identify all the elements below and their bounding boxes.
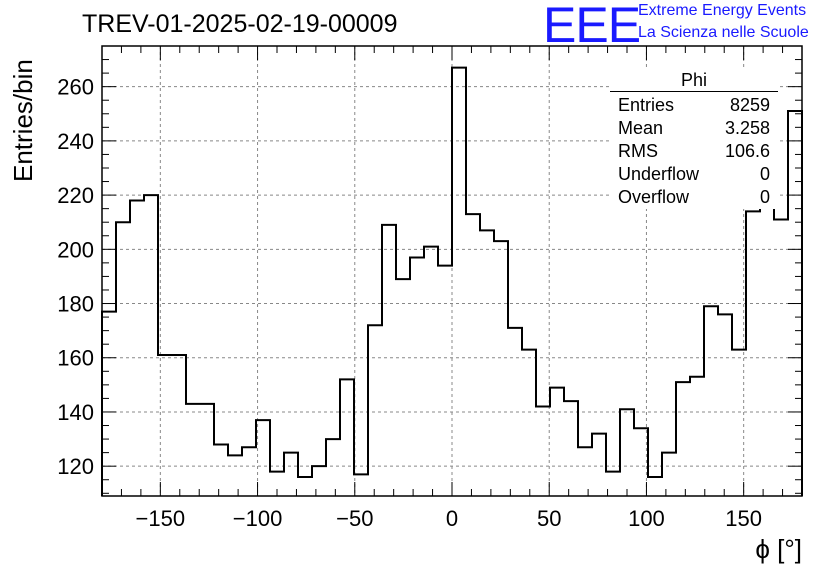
stats-title: Phi: [610, 70, 778, 92]
histogram-bin: [214, 444, 228, 496]
title: TREV-01-2025-02-19-00009: [82, 10, 398, 38]
histogram-bin: [410, 257, 424, 496]
histogram-bin: [480, 230, 494, 496]
x-tick-label: 50: [537, 506, 561, 531]
histogram-bin: [578, 447, 592, 496]
stats-value: 0: [759, 187, 770, 207]
histogram-bin: [690, 377, 704, 496]
histogram-bin: [438, 266, 452, 496]
stats-label: Entries: [618, 95, 675, 115]
stats-row-rms: RMS 106.6: [610, 140, 778, 163]
histogram-bin: [718, 314, 732, 496]
histogram-bin: [620, 409, 634, 496]
x-tick-label: −150: [136, 506, 186, 531]
histogram-bin: [256, 420, 270, 496]
stats-row-entries: Entries 8259: [610, 94, 778, 117]
y-tick-label: 180: [57, 292, 94, 317]
x-tick-label: −50: [336, 506, 373, 531]
histogram-bin: [396, 279, 410, 496]
x-tick-label: 150: [725, 506, 762, 531]
brand-line-2: La Scienza nelle Scuole: [638, 24, 809, 41]
x-tick-label: 100: [628, 506, 665, 531]
axes-layer: [101, 45, 803, 497]
histogram-bin: [382, 225, 396, 496]
histogram-bin: [228, 455, 242, 496]
stats-box: Phi Entries 8259 Mean 3.258 RMS 106.6 Un…: [610, 70, 778, 209]
histogram-bin: [494, 241, 508, 496]
stats-label: Underflow: [618, 164, 700, 184]
x-tick-label: 0: [446, 506, 458, 531]
histogram-bin: [704, 306, 718, 496]
histogram-bin: [466, 214, 480, 496]
x-axis-label: ϕ [°]: [755, 534, 802, 564]
histogram-bin: [522, 350, 536, 496]
histogram-bin: [298, 477, 312, 496]
histogram-bin: [340, 379, 354, 496]
y-tick-label: 200: [57, 237, 94, 262]
histogram-bin: [368, 325, 382, 496]
stats-label: RMS: [618, 141, 658, 161]
y-tick-label: 140: [57, 400, 94, 425]
y-tick-label: 120: [57, 454, 94, 479]
y-axis-label: Entries/bin: [8, 59, 38, 182]
histogram-bin: [634, 428, 648, 496]
histogram-bin: [116, 222, 130, 496]
histogram-bin: [312, 466, 326, 496]
histogram-bin: [760, 195, 774, 496]
histogram-bin: [354, 474, 368, 496]
histogram-bin: [186, 404, 200, 496]
stats-value: 0: [759, 164, 770, 184]
histogram-bin: [676, 382, 690, 496]
histogram-bin: [648, 477, 662, 496]
histogram-bin: [172, 355, 186, 496]
histogram-bin: [564, 401, 578, 496]
eee-logo: EEE: [543, 0, 641, 53]
histogram-bin: [662, 453, 676, 496]
y-tick-label: 260: [57, 75, 94, 100]
histogram-bin: [746, 211, 760, 496]
histogram-bin: [606, 472, 620, 496]
histogram-bin: [536, 407, 550, 496]
histogram-bin: [592, 434, 606, 496]
histogram-bin: [424, 247, 438, 496]
histogram-outline: [101, 66, 803, 496]
histogram-bin: [550, 388, 564, 496]
y-tick-label: 240: [57, 129, 94, 154]
y-tick-label: 160: [57, 346, 94, 371]
stats-row-overflow: Overflow 0: [610, 186, 778, 209]
stats-row-underflow: Underflow 0: [610, 163, 778, 186]
stats-value: 106.6: [724, 141, 770, 161]
histogram-bin: [452, 68, 466, 496]
histogram-bin: [284, 453, 298, 496]
brand-line-1: Extreme Energy Events: [638, 2, 807, 19]
histogram-bin: [102, 312, 116, 496]
histogram-bin: [326, 439, 340, 496]
stats-label: Overflow: [618, 187, 690, 207]
histogram-bin: [144, 195, 158, 496]
histogram-bin: [130, 201, 144, 496]
y-tick-label: 220: [57, 183, 94, 208]
stats-value: 3.258: [724, 118, 770, 138]
x-tick-label: −100: [233, 506, 283, 531]
stats-value: 8259: [729, 95, 770, 115]
stats-row-mean: Mean 3.258: [610, 117, 778, 140]
histogram-layer: [101, 66, 803, 496]
histogram-bin: [242, 447, 256, 496]
tick-labels-layer: −150 −100 −50 0 50 100 150 120 140 160 180 200 220 24…: [57, 75, 762, 531]
stats-label: Mean: [618, 118, 664, 138]
histogram-bin: [200, 404, 214, 496]
